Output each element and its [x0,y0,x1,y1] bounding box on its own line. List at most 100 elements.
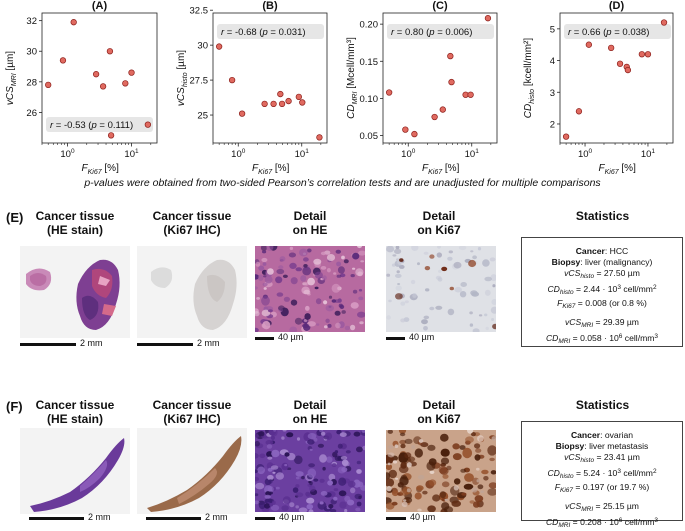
scale-bar [20,343,76,346]
scale-label: 2 mm [80,338,103,348]
header-detail-ki67: Detail on Ki67 [417,209,461,237]
y-tick-label: 32 [26,16,37,27]
plot-frame [382,12,498,144]
figure-caption: p-values were obtained from two-sided Pe… [84,177,601,189]
data-point [228,76,236,84]
plot-title: (B) [262,0,278,12]
scale-bar [255,517,275,520]
data-point [562,133,570,140]
panel-label-e: (E) [6,210,24,225]
x-tick-label: 101 [124,148,139,160]
statistics-box: Cancer: HCC Biopsy: liver (malignancy) v… [521,237,683,347]
annotation-box [46,117,153,132]
annotation-box [387,24,494,39]
y-tick-label: 0.15 [360,57,379,68]
data-point [439,106,446,113]
scale-label: 40 µm [278,332,304,342]
plot-title: (C) [432,0,448,12]
scale-bar [29,517,84,520]
scale-label: 40 µm [409,332,435,342]
data-point [144,121,152,128]
plot-title: (D) [609,0,625,12]
scale-label: 2 mm [88,512,111,522]
correlation-annotation: r = -0.53 (p = 0.111) [50,120,133,131]
he-detail-image [255,246,365,332]
x-tick-label: 101 [641,148,656,160]
data-point [386,89,393,96]
scatter-panel-2: (C) 0.05 0.10 0.15 0.20 100 101 r = 0.80 (p = 0… [360,0,498,160]
x-tick-label: 101 [465,148,480,160]
data-point [128,69,135,76]
ki67-detail-image [386,430,496,512]
ki67-wholeslide-image [137,428,247,514]
plot-title: (A) [92,0,108,12]
y-tick-label: 0.10 [360,94,379,105]
header-detail-he: Detail on HE [292,209,328,237]
data-point [467,91,474,98]
data-point [638,51,646,58]
data-point [448,78,455,86]
scale-label: 40 µm [279,512,305,522]
header-statistics: Statistics [575,209,630,223]
annotation-box [217,24,324,39]
data-point [411,130,418,138]
header-he-stain: Cancer tissue (HE stain) [35,398,115,426]
panel-label-f: (F) [6,399,23,414]
data-point [107,132,115,139]
data-point [122,80,129,87]
data-point [575,108,583,115]
header-ki67-ihc: Cancer tissue (Ki67 IHC) [152,209,232,237]
annotation-box [564,24,671,39]
x-axis-label: FKi67 [%] [82,163,120,175]
data-point [624,66,632,74]
x-axis-label: FKi67 [%] [599,163,637,175]
scale-label: 40 µm [410,512,436,522]
ki67-wholeslide-image [137,246,247,338]
data-point [607,44,615,52]
data-point [431,113,438,121]
y-tick-label: 5 [550,24,555,35]
x-tick-label: 100 [401,148,416,160]
header-statistics: Statistics [575,398,630,412]
data-point [261,100,268,108]
y-tick-label: 26 [26,108,37,119]
data-point [585,41,593,48]
he-wholeslide-image [20,246,130,338]
data-point [238,110,246,117]
data-point [299,99,306,106]
data-point [484,15,492,22]
header-detail-he: Detail on HE [292,398,328,426]
scatter-panel-3: (D) 2 3 4 5 100 101 r = 0.66 (p = 0.038) [550,0,674,160]
y-axis-label: vCSMRI [µm] [5,51,18,105]
data-point [616,60,624,67]
scale-label: 2 mm [197,338,220,348]
plot-frame [41,12,158,144]
y-tick-label: 3 [550,88,555,99]
x-tick-label: 100 [578,148,593,160]
data-point [277,90,284,98]
y-tick-label: 30 [197,41,208,52]
data-point [285,97,292,105]
data-point [447,52,454,60]
y-tick-label: 27.5 [190,76,209,87]
scale-bar [137,343,193,346]
he-wholeslide-image [20,428,130,514]
scatter-panel-1: (B) 25 27.5 30 32.5 100 101 r = -0.68 (p = 0.03… [190,0,328,160]
correlation-annotation: r = 0.66 (p = 0.038) [568,27,649,38]
data-point [92,71,100,78]
x-tick-label: 100 [60,148,75,160]
x-axis-label: FKi67 [%] [422,163,460,175]
data-point [278,100,286,108]
x-tick-label: 101 [295,148,310,160]
scale-bar [255,337,274,340]
y-tick-label: 25 [197,111,208,122]
y-axis-label: vCShisto [µm] [176,50,189,106]
y-tick-label: 2 [550,119,555,130]
ki67-detail-image [386,246,496,332]
data-point [59,57,67,64]
y-axis-label: CDMRI [Mcell/mm³] [346,37,359,119]
plot-frame [559,12,674,144]
x-axis-label: FKi67 [%] [252,163,290,175]
data-point [106,48,114,55]
